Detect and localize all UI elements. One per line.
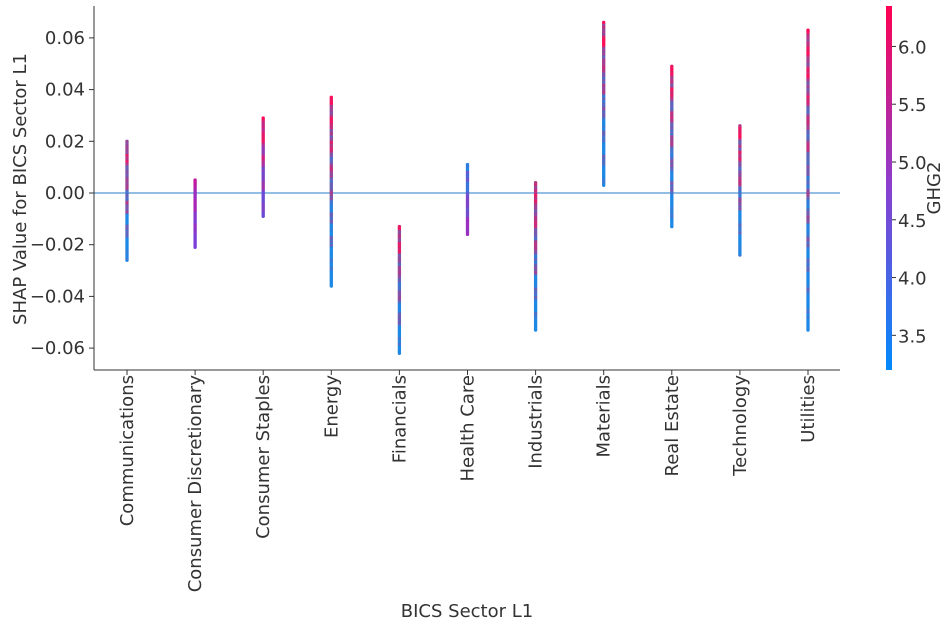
y-tick-label: −0.02 — [30, 235, 85, 256]
x-tick-label: Energy — [321, 375, 342, 438]
series-column — [533, 180, 538, 332]
data-point — [125, 139, 129, 143]
y-tick-label: 0.04 — [45, 80, 85, 101]
x-axis-label: BICS Sector L1 — [401, 601, 533, 622]
data-point — [465, 162, 470, 167]
series-column — [397, 224, 402, 355]
x-tick-label: Consumer Staples — [253, 375, 274, 539]
y-tick-label: 0.02 — [45, 131, 85, 152]
y-tick-label: 0.00 — [45, 183, 85, 204]
data-point — [329, 95, 333, 100]
x-tick-label: Consumer Discretionary — [185, 375, 206, 593]
data-point — [533, 180, 538, 185]
colorbar-tick-label: 4.5 — [898, 211, 927, 232]
x-tick-label: Materials — [594, 375, 615, 458]
x-tick-label: Industrials — [526, 375, 547, 469]
x-tick-label: Health Care — [458, 375, 479, 482]
colorbar-tick-label: 3.5 — [898, 326, 927, 347]
data-point — [397, 224, 402, 229]
series-column — [261, 116, 265, 218]
data-point — [193, 178, 197, 182]
x-tick-label: Communications — [117, 375, 138, 526]
colorbar-tick-label: 5.0 — [898, 153, 927, 174]
x-tick-label: Financials — [389, 375, 410, 463]
data-point — [602, 20, 606, 25]
data-point — [261, 116, 265, 120]
series-column — [602, 20, 606, 187]
y-axis-label: SHAP Value for BICS Sector L1 — [10, 53, 31, 325]
colorbar-tick-label: 4.0 — [898, 269, 927, 290]
series-column — [670, 64, 674, 229]
series-column — [465, 162, 470, 237]
colorbar-label: GHG2 — [924, 162, 945, 215]
plot-area — [94, 20, 840, 355]
data-point — [738, 124, 742, 128]
x-tick-label: Utilities — [798, 375, 819, 443]
x-tick-label: Technology — [730, 375, 751, 477]
series-column — [806, 28, 810, 332]
data-point — [806, 28, 810, 32]
x-tick-label: Real Estate — [662, 375, 683, 477]
colorbar-tick-label: 6.0 — [898, 37, 927, 58]
series-column — [738, 124, 742, 257]
colorbar-gradient — [886, 6, 892, 370]
series-column — [329, 95, 333, 288]
colorbar-tick-label: 5.5 — [898, 95, 927, 116]
colorbar: GHG2 3.5 4.0 4.5 5.0 5.5 6.0 — [886, 6, 945, 370]
y-tick-label: −0.06 — [30, 338, 85, 359]
data-point — [670, 64, 674, 69]
axes: −0.06 −0.04 −0.02 0.00 0.02 0.04 0.06 Communica… — [30, 6, 840, 592]
series-column — [193, 178, 197, 249]
y-tick-label: 0.06 — [45, 28, 85, 49]
series-column — [125, 139, 129, 262]
y-tick-label: −0.04 — [30, 286, 85, 307]
